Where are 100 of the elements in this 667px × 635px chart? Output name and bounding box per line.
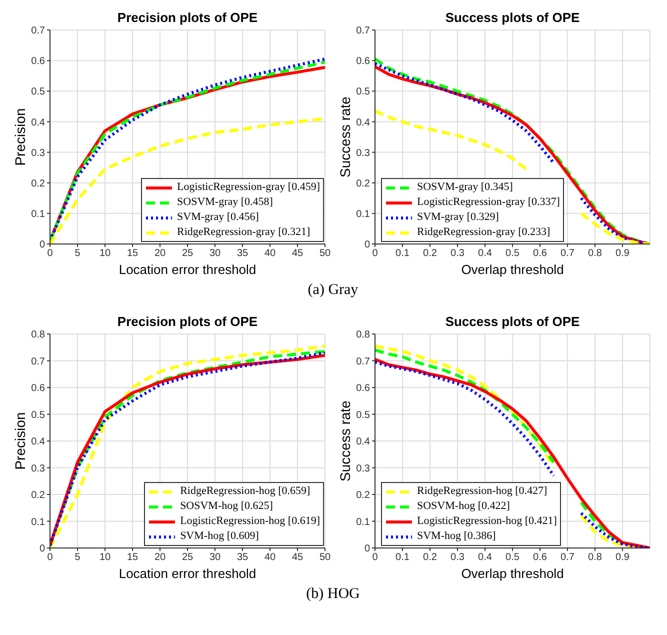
x-tick-label: 0.3 <box>450 248 465 260</box>
y-axis-title: Success rate <box>336 400 353 482</box>
legend-label: SVM-hog [0.609] <box>180 529 259 544</box>
x-tick-label: 40 <box>264 552 276 564</box>
y-tick-label: 0.2 <box>31 490 46 502</box>
x-tick-label: 30 <box>209 248 221 260</box>
y-tick-label: 0.8 <box>356 330 370 341</box>
y-tick-label: 0.5 <box>31 410 46 421</box>
legend-label: SOSVM-gray [0.345] <box>417 180 513 195</box>
legend-label: RidgeRegression-gray [0.321] <box>177 225 310 240</box>
y-tick-label: 0.1 <box>31 516 46 528</box>
x-tick-label: 0 <box>47 248 54 260</box>
x-axis-title: Overlap threshold <box>461 262 564 277</box>
x-tick-label: 0.2 <box>423 248 438 260</box>
x-tick-label: 0.7 <box>560 552 575 564</box>
chart-title: Success plots of OPE <box>444 10 581 25</box>
x-tick-label: 0.8 <box>588 248 602 260</box>
y-tick-label: 0 <box>364 240 370 251</box>
y-tick-label: 0.4 <box>31 117 46 128</box>
x-axis-title: Location error threshold <box>118 262 256 277</box>
x-tick-label: 35 <box>236 552 248 564</box>
x-tick-label: 20 <box>154 552 166 564</box>
legend-label: RidgeRegression-gray [0.233] <box>417 225 550 240</box>
y-tick-label: 0.6 <box>356 383 370 394</box>
legend-label: SOSVM-hog [0.422] <box>417 499 510 514</box>
y-axis-title: Precision <box>12 412 28 470</box>
y-tick-label: 0.1 <box>31 208 46 220</box>
x-tick-label: 5 <box>74 552 81 564</box>
y-tick-label: 0.5 <box>356 410 370 421</box>
x-tick-label: 0.6 <box>533 552 548 564</box>
x-tick-label: 0.9 <box>616 552 630 564</box>
y-tick-label: 0.6 <box>356 56 370 68</box>
x-tick-label: 45 <box>292 248 304 260</box>
y-tick-label: 0 <box>364 544 370 555</box>
y-tick-label: 0.3 <box>31 463 46 474</box>
y-tick-label: 0.5 <box>31 86 46 98</box>
y-tick-label: 0.4 <box>31 436 46 448</box>
x-tick-label: 5 <box>74 248 81 260</box>
y-tick-label: 0.8 <box>31 330 46 341</box>
text: (a) Gray <box>306 282 360 299</box>
y-tick-label: 0.7 <box>31 26 46 37</box>
y-tick-label: 0.4 <box>356 117 370 128</box>
y-tick-label: 0.1 <box>356 516 370 528</box>
text: (b) HOG <box>305 586 361 603</box>
x-tick-label: 0.1 <box>396 248 410 260</box>
x-tick-label: 25 <box>182 248 194 260</box>
y-axis-title: Precision <box>12 108 28 166</box>
x-tick-label: 0 <box>372 552 378 564</box>
x-tick-label: 0.5 <box>506 552 520 564</box>
x-tick-label: 0.4 <box>478 552 492 564</box>
y-tick-label: 0.5 <box>356 86 370 98</box>
y-tick-label: 0.7 <box>356 356 370 368</box>
chart-title: Success plots of OPE <box>444 314 581 329</box>
x-tick-label: 45 <box>292 552 304 564</box>
y-tick-label: 0.1 <box>356 208 370 220</box>
x-tick-label: 0.6 <box>533 248 548 260</box>
legend-label: LogisticRegression-hog [0.421] <box>417 514 557 529</box>
x-tick-label: 35 <box>236 248 248 260</box>
y-tick-label: 0.7 <box>356 26 370 37</box>
legend-label: SVM-gray [0.456] <box>177 210 259 225</box>
x-axis-title: Location error threshold <box>118 566 256 581</box>
y-tick-label: 0.3 <box>356 148 370 159</box>
legend-label: RidgeRegression-hog [0.427] <box>417 484 548 499</box>
x-tick-label: 0 <box>47 552 54 564</box>
x-tick-label: 0.4 <box>478 248 492 260</box>
legend-label: RidgeRegression-hog [0.659] <box>180 484 310 499</box>
x-tick-label: 15 <box>126 552 138 564</box>
y-tick-label: 0.6 <box>31 383 46 394</box>
y-tick-label: 0.7 <box>31 356 46 368</box>
x-tick-label: 15 <box>126 248 138 260</box>
legend-label: LogisticRegression-gray [0.337] <box>417 195 560 210</box>
x-tick-label: 50 <box>319 248 331 260</box>
chart-title: Precision plots of OPE <box>116 10 259 25</box>
legend-label: LogisticRegression-gray [0.459] <box>177 180 320 195</box>
y-tick-label: 0 <box>39 240 46 251</box>
x-tick-label: 0.1 <box>396 552 410 564</box>
y-tick-label: 0.3 <box>31 148 46 159</box>
legend-label: SOSVM-hog [0.625] <box>180 499 273 514</box>
chart-title: Precision plots of OPE <box>116 314 259 329</box>
x-tick-label: 25 <box>182 552 194 564</box>
y-tick-label: 0.6 <box>31 56 46 68</box>
x-tick-label: 0.2 <box>423 552 438 564</box>
x-tick-label: 10 <box>99 248 111 260</box>
x-tick-label: 10 <box>99 552 111 564</box>
x-tick-label: 0.9 <box>616 248 630 260</box>
x-tick-label: 0.5 <box>506 248 520 260</box>
x-tick-label: 30 <box>209 552 221 564</box>
y-tick-label: 0.2 <box>31 178 46 190</box>
x-tick-label: 40 <box>264 248 276 260</box>
y-axis-title: Success rate <box>336 96 353 178</box>
x-tick-label: 0 <box>372 248 378 260</box>
legend-label: SVM-gray [0.329] <box>417 210 499 225</box>
y-tick-label: 0.3 <box>356 463 370 474</box>
y-tick-label: 0.2 <box>356 178 370 190</box>
x-tick-label: 0.7 <box>560 248 575 260</box>
y-tick-label: 0 <box>39 544 46 555</box>
x-tick-label: 50 <box>319 552 331 564</box>
x-tick-label: 0.8 <box>588 552 602 564</box>
y-tick-label: 0.2 <box>356 490 370 502</box>
x-tick-label: 0.3 <box>450 552 465 564</box>
